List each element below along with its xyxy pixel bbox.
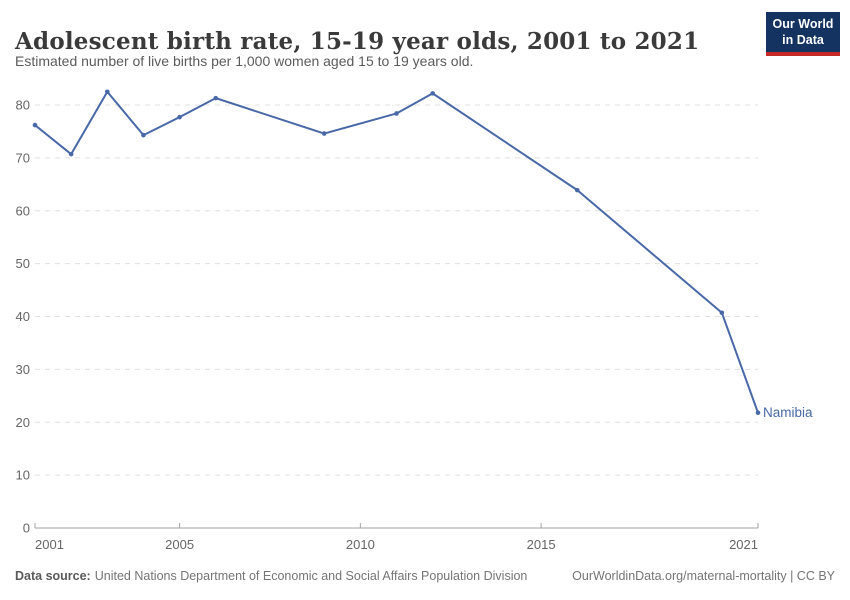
x-tick-label: 2001 xyxy=(35,537,64,552)
x-tick-label: 2015 xyxy=(527,537,556,552)
data-point[interactable] xyxy=(719,310,725,316)
x-tick-label: 2021 xyxy=(729,537,758,552)
y-tick-label: 40 xyxy=(16,309,30,324)
y-tick-label: 10 xyxy=(16,468,30,483)
y-tick-label: 0 xyxy=(23,521,30,536)
entity-label[interactable]: Namibia xyxy=(763,405,813,420)
y-tick-label: 70 xyxy=(16,150,30,165)
owid-logo-text: Our World in Data xyxy=(766,12,840,52)
data-source: Data source: United Nations Department of… xyxy=(15,569,527,583)
y-tick-label: 80 xyxy=(16,98,30,113)
x-tick-label: 2010 xyxy=(346,537,375,552)
logo-red-bar xyxy=(766,52,840,57)
chart-subtitle: Estimated number of live births per 1,00… xyxy=(15,53,474,69)
data-source-label: Data source: xyxy=(15,569,91,583)
data-point[interactable] xyxy=(177,114,182,120)
owid-logo: Our World in Data xyxy=(766,12,840,57)
data-point[interactable] xyxy=(105,89,110,95)
data-point[interactable] xyxy=(755,410,761,416)
data-point[interactable] xyxy=(213,95,219,101)
data-point[interactable] xyxy=(430,91,435,96)
owid-logo-line1: Our World xyxy=(772,17,834,31)
data-point[interactable] xyxy=(141,132,146,138)
owid-logo-line2: in Data xyxy=(782,32,824,47)
y-tick-label: 50 xyxy=(16,256,30,271)
series-line[interactable] xyxy=(34,90,759,414)
y-tick-label: 30 xyxy=(16,362,30,377)
x-tick-label: 2005 xyxy=(165,537,194,552)
data-source-text: United Nations Department of Economic an… xyxy=(94,569,528,583)
data-point[interactable] xyxy=(394,111,399,116)
chart-footer: Data source: United Nations Department of… xyxy=(15,569,835,583)
data-point[interactable] xyxy=(32,122,38,128)
y-tick-label: 60 xyxy=(16,203,30,218)
data-point[interactable] xyxy=(321,131,327,136)
data-point[interactable] xyxy=(68,151,74,157)
y-tick-label: 20 xyxy=(16,415,30,430)
chart-title: Adolescent birth rate, 15-19 year olds, … xyxy=(15,28,700,56)
attribution-link[interactable]: OurWorldinData.org/maternal-mortality | … xyxy=(572,569,835,583)
data-point[interactable] xyxy=(574,187,580,193)
